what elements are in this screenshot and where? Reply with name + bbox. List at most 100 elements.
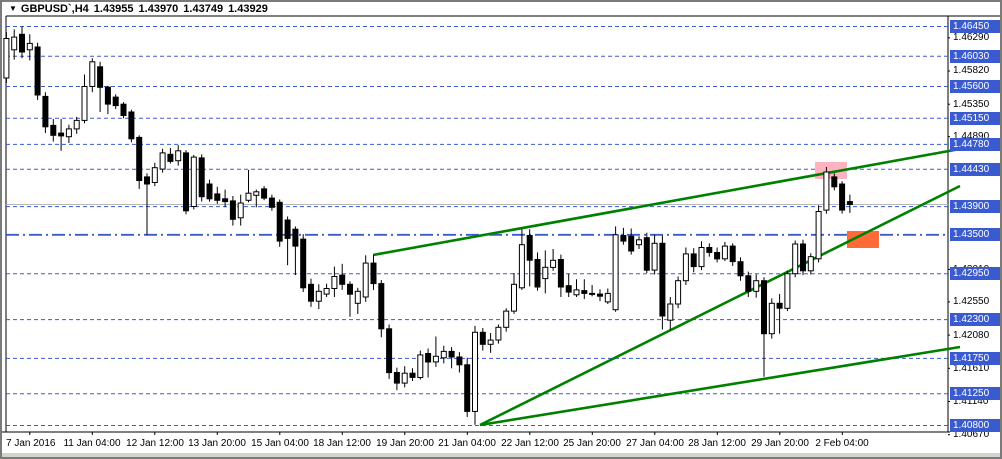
time-axis[interactable]: 7 Jan 2016 11 Jan 04:00 12 Jan 12:00 13 Jan… [2,432,1000,456]
price-tick-label: 1.42080 [950,329,1000,342]
price-level-label: 1.44430 [950,163,1000,176]
candle [417,354,424,378]
candle [472,331,478,412]
chart-header: ▼ GBPUSD`,H4 1.43955 1.43970 1.43749 1.43929 [9,3,274,15]
trendlines[interactable] [372,147,961,427]
quote-high: 1.43970 [138,3,179,15]
candle [65,128,72,138]
price-tick-label: 1.45820 [950,64,1000,77]
price-tick-label: 1.45350 [950,98,1000,111]
candle [167,153,174,162]
candle [800,243,806,272]
candle [89,61,96,87]
candle [714,252,721,260]
demand-zone[interactable] [847,231,879,248]
candle [604,292,611,303]
candle [237,202,244,219]
time-tick-label: 11 Jan 04:00 [63,438,121,449]
candle [378,283,385,330]
time-tick-label: 15 Jan 04:00 [251,438,309,449]
candle [432,355,439,363]
time-tick-label: 22 Jan 12:00 [501,438,559,449]
time-tick-label: 28 Jan 12:00 [688,438,746,449]
candle [440,350,447,359]
candle [386,328,393,374]
upper-channel-line [372,147,961,257]
time-tick-label: 13 Jan 20:00 [188,438,246,449]
candle [331,276,338,289]
symbol-timeframe-label: GBPUSD`,H4 [20,3,89,15]
candle [128,111,135,140]
candle [706,247,713,253]
candle [268,197,275,208]
candle [253,191,260,196]
candle [745,275,752,292]
candle [112,96,119,107]
candle [19,33,25,53]
candle [761,280,767,335]
candle [370,262,377,285]
candle [198,157,205,198]
candle [136,136,143,181]
candle [120,103,127,116]
candles-layer [3,26,853,425]
price-level-label: 1.46450 [950,20,1000,33]
candle [721,245,728,260]
candle [456,356,463,366]
candle [542,266,549,280]
candle [50,124,57,136]
candle [698,247,705,268]
candle [612,234,619,311]
candle [284,219,291,239]
candle [518,244,525,289]
time-tick-label: 2 Feb 04:00 [815,438,869,449]
time-tick-label: 19 Jan 20:00 [376,438,434,449]
candle [425,353,432,363]
candle [823,171,830,211]
candle [308,283,314,302]
candle [534,259,541,288]
price-level-label: 1.45600 [950,80,1000,93]
candle [144,176,150,185]
window-bottom-edge [2,453,1000,457]
candle [464,364,471,412]
candle [729,245,736,263]
candle [11,36,18,51]
collapse-triangle-icon[interactable]: ▼ [9,4,17,13]
candle [339,274,346,285]
candle [229,200,236,220]
candle [776,302,783,309]
price-level-label: 1.46030 [950,50,1000,63]
time-tick-label: 27 Jan 04:00 [626,438,684,449]
candle [675,280,682,305]
price-level-label: 1.43500 [950,228,1000,241]
candle [620,235,627,242]
candle [448,350,455,358]
candle [73,119,80,130]
candle [175,150,182,162]
candle [3,38,10,79]
candle [354,290,361,304]
candle [807,256,814,272]
candle [159,152,166,170]
price-tick-label: 1.46290 [950,31,1000,44]
candle [190,156,197,208]
candle [315,290,322,302]
candle [401,372,408,384]
price-axis[interactable]: 1.462901.458201.453501.448901.430101.425… [948,2,1000,457]
candle [597,293,603,297]
price-tick-label: 1.41610 [950,362,1000,375]
quote-low: 1.43749 [183,3,224,15]
candle [831,176,838,188]
candle [479,331,486,345]
candle [768,302,775,335]
candle [300,238,307,289]
steep-support-line [479,184,961,427]
time-tick-label: 12 Jan 12:00 [126,438,184,449]
lower-support-line [479,345,961,427]
time-tick-label: 18 Jan 12:00 [313,438,371,449]
candle [628,235,635,252]
candle [581,290,588,294]
